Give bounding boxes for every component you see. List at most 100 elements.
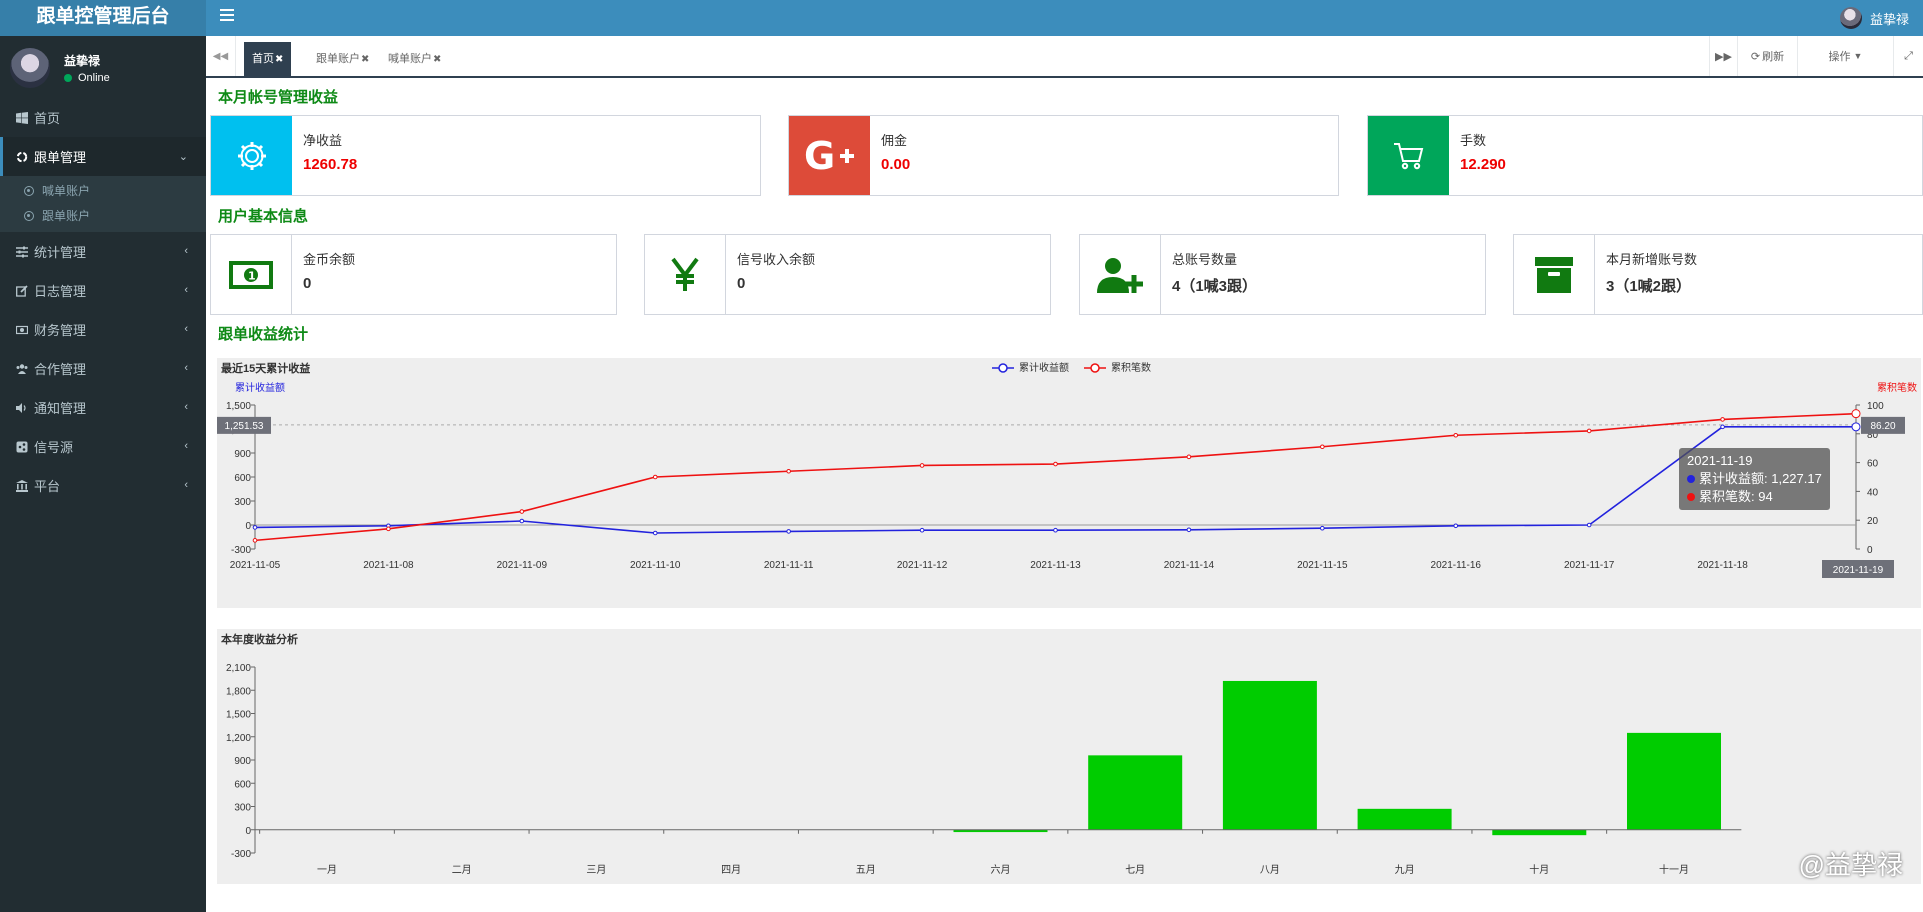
sidebar-item-logs[interactable]: 日志管理 ‹ bbox=[0, 271, 206, 310]
sidebar-item-signal-source[interactable]: 信号源 ‹ bbox=[0, 427, 206, 466]
data-point bbox=[1851, 409, 1861, 419]
tab-scroll-left-icon[interactable]: ◀◀ bbox=[206, 36, 236, 76]
avatar bbox=[10, 48, 50, 88]
sidebar-subitem-follow-accounts[interactable]: 跟单账户 bbox=[0, 203, 206, 228]
chevron-left-icon: ‹ bbox=[184, 362, 188, 374]
data-point bbox=[1186, 454, 1192, 460]
data-point bbox=[1453, 432, 1459, 438]
section-title-monthly: 本月帐号管理收益 bbox=[218, 89, 339, 106]
y-tick-label: 600 bbox=[234, 779, 251, 790]
sidebar-subitem-signal-accounts[interactable]: 喊单账户 bbox=[0, 178, 206, 203]
info-box-label: 佣金 bbox=[881, 133, 908, 148]
tab-signal-accounts[interactable]: 喊单账户✖ bbox=[388, 53, 442, 65]
data-point bbox=[519, 518, 525, 524]
user-plus-icon bbox=[1080, 235, 1161, 314]
caret-down-icon: ▼ bbox=[1853, 51, 1863, 61]
x-tick-label: 八月 bbox=[1260, 864, 1280, 876]
sidebar-item-follow-orders[interactable]: 跟单管理 ⌄ bbox=[0, 137, 206, 176]
close-icon[interactable]: ✖ bbox=[361, 54, 370, 65]
info-box-signal-income: 信号收入余额 0 bbox=[644, 234, 1051, 315]
fullscreen-icon[interactable]: ⤢ bbox=[1893, 36, 1923, 76]
sidebar-username: 益挚禄 bbox=[64, 54, 101, 68]
chevron-left-icon: ‹ bbox=[184, 440, 188, 452]
x-tick-label: 三月 bbox=[586, 864, 606, 876]
bar bbox=[1492, 829, 1587, 836]
x-tick-label: 2021-11-10 bbox=[630, 560, 681, 571]
sidebar-item-notifications[interactable]: 通知管理 ‹ bbox=[0, 388, 206, 427]
recycle-icon bbox=[16, 151, 28, 162]
close-icon[interactable]: ✖ bbox=[275, 54, 284, 65]
volume-icon bbox=[16, 402, 26, 413]
svg-text:1: 1 bbox=[248, 269, 256, 282]
tab-follow-accounts[interactable]: 跟单账户✖ bbox=[316, 53, 370, 65]
info-box-lots: 手数 12.290 bbox=[1367, 115, 1923, 196]
left-axis-label: 累计收益额 bbox=[235, 381, 285, 394]
data-point bbox=[252, 538, 258, 543]
sidebar-item-platform[interactable]: 平台 ‹ bbox=[0, 466, 206, 505]
data-point bbox=[1053, 461, 1058, 467]
sidebar-item-statistics[interactable]: 统计管理 ‹ bbox=[0, 232, 206, 271]
bar bbox=[953, 829, 1048, 833]
y-tick-label: 1,500 bbox=[226, 401, 251, 412]
info-box-new-accounts: 本月新增账号数 3（1喊2跟） bbox=[1513, 234, 1923, 315]
tab-scroll-right-icon[interactable]: ▶▶ bbox=[1709, 36, 1737, 76]
yen-icon bbox=[645, 235, 726, 314]
data-point bbox=[919, 527, 925, 533]
bar-chart-panel: 本年度收益分析 -300 0 300 600 900 1,200 1,500 1,800 2,10… bbox=[217, 629, 1921, 884]
sidebar-item-home[interactable]: 首页 bbox=[0, 98, 206, 137]
series-line bbox=[254, 426, 1856, 534]
info-box-value: 3（1喊2跟） bbox=[1606, 278, 1692, 295]
users-icon bbox=[16, 363, 28, 374]
line-chart-panel: 最近15天累计收益 累计收益额 累积笔数 累计收益额 累积笔数 -300 0 300 600 90… bbox=[217, 358, 1921, 608]
y-tick-label: 900 bbox=[234, 449, 251, 460]
x-tick-label: 2021-11-11 bbox=[764, 560, 814, 571]
watermark: @益挚禄 bbox=[1798, 850, 1903, 880]
crosshair-right-badge bbox=[1861, 416, 1905, 434]
sidebar-item-cooperation[interactable]: 合作管理 ‹ bbox=[0, 349, 206, 388]
info-box-label: 总账号数量 bbox=[1172, 252, 1238, 267]
sidebar-toggle-icon[interactable] bbox=[220, 9, 234, 23]
cart-icon bbox=[1368, 116, 1449, 195]
x-tick-label: 六月 bbox=[991, 864, 1011, 876]
x-tick-label: 2021-11-12 bbox=[897, 560, 948, 571]
tab-home[interactable]: 首页✖ bbox=[244, 42, 292, 76]
data-point bbox=[786, 529, 791, 534]
x-tick-label: 2021-11-18 bbox=[1697, 560, 1748, 571]
actions-dropdown[interactable]: 操作 ▼ bbox=[1797, 36, 1893, 76]
chevron-left-icon: ‹ bbox=[184, 284, 188, 296]
chevron-left-icon: ‹ bbox=[184, 323, 188, 335]
y-tick-label: 1,200 bbox=[226, 733, 251, 744]
data-point bbox=[1851, 422, 1861, 432]
app-logo[interactable]: 跟单控管理后台 bbox=[0, 0, 206, 36]
info-box-value: 0 bbox=[737, 275, 746, 292]
y-tick-label: -300 bbox=[231, 849, 251, 860]
data-point bbox=[1720, 417, 1725, 422]
refresh-button[interactable]: ⟳ 刷新 bbox=[1737, 36, 1797, 76]
info-box-label: 金币余额 bbox=[303, 252, 356, 267]
info-box-value: 1260.78 bbox=[303, 156, 358, 173]
x-tick-label: 七月 bbox=[1125, 864, 1145, 876]
x-tick-label: 2021-11-16 bbox=[1431, 560, 1482, 571]
user-menu[interactable]: 益挚禄 bbox=[1839, 6, 1909, 30]
data-point bbox=[652, 474, 658, 480]
windows-icon bbox=[16, 111, 28, 124]
crosshair-x-badge bbox=[1822, 560, 1894, 578]
avatar bbox=[1839, 7, 1862, 29]
info-box-label: 净收益 bbox=[303, 133, 343, 148]
y-tick-label: 600 bbox=[234, 473, 251, 484]
chevron-left-icon: ‹ bbox=[184, 245, 188, 257]
sliders-icon bbox=[16, 246, 28, 257]
status-dot-icon bbox=[64, 74, 72, 82]
y-tick-label: 2,100 bbox=[226, 663, 251, 674]
crosshair-x-value: 2021-11-19 bbox=[1833, 565, 1884, 576]
section-title-stats: 跟单收益统计 bbox=[218, 326, 309, 343]
sidebar-item-finance[interactable]: 财务管理 ‹ bbox=[0, 310, 206, 349]
legend-marker bbox=[1090, 363, 1100, 373]
close-icon[interactable]: ✖ bbox=[433, 54, 442, 65]
y-tick-label: 900 bbox=[234, 756, 251, 767]
info-box-label: 本月新增账号数 bbox=[1606, 252, 1698, 267]
gear-icon bbox=[211, 116, 292, 195]
x-tick-label: 十一月 bbox=[1659, 863, 1689, 876]
google-plus-icon: G bbox=[789, 116, 870, 195]
header-username: 益挚禄 bbox=[1869, 11, 1909, 27]
